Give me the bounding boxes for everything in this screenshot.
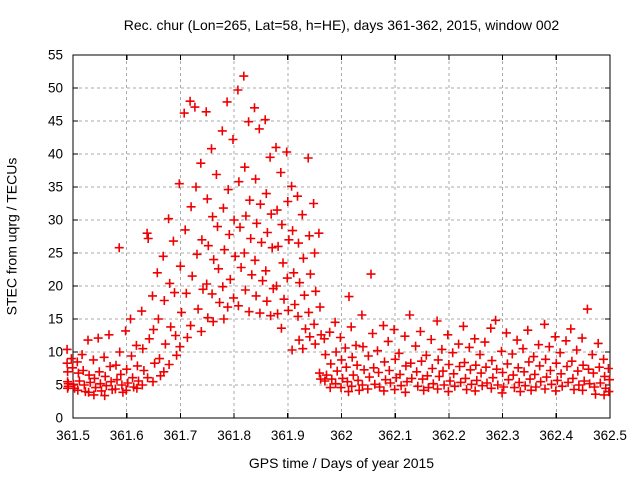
- x-tick-labels: 361.5 361.6 361.7 361.8 361.9 362 362.1 362.2 36…: [56, 428, 627, 443]
- x-tick-label: 361.6: [110, 428, 144, 443]
- y-tick-labels: 0 5 10 15 20 25 30 35 40 45 50 55: [48, 48, 63, 426]
- x-tick-label: 362.1: [378, 428, 412, 443]
- y-tick-label: 55: [48, 48, 63, 63]
- scatter-plus-markers: [62, 71, 614, 401]
- chart-title: Rec. chur (Lon=265, Lat=58, h=HE), days …: [123, 17, 560, 33]
- y-tick-label: 5: [55, 378, 63, 393]
- y-tick-label: 50: [48, 81, 63, 96]
- data-points: [62, 71, 614, 401]
- x-tick-label: 362: [330, 428, 353, 443]
- y-tick-label: 30: [48, 213, 63, 228]
- y-tick-label: 25: [48, 246, 63, 261]
- x-tick-label: 362.4: [539, 428, 573, 443]
- x-tick-label: 361.8: [217, 428, 251, 443]
- x-tick-label: 361.9: [271, 428, 305, 443]
- x-tick-label: 362.5: [593, 428, 627, 443]
- x-tick-label: 362.2: [432, 428, 466, 443]
- y-tick-label: 10: [48, 345, 63, 360]
- x-axis-label: GPS time / Days of year 2015: [248, 455, 435, 471]
- y-tick-label: 15: [48, 312, 63, 327]
- y-tick-label: 40: [48, 147, 63, 162]
- y-tick-label: 0: [55, 411, 63, 426]
- y-tick-label: 45: [48, 114, 63, 129]
- x-tick-label: 361.5: [56, 428, 90, 443]
- x-tick-label: 361.7: [164, 428, 198, 443]
- y-tick-label: 20: [48, 279, 63, 294]
- x-tick-label: 362.3: [486, 428, 520, 443]
- gridlines: [73, 55, 610, 418]
- y-tick-label: 35: [48, 180, 63, 195]
